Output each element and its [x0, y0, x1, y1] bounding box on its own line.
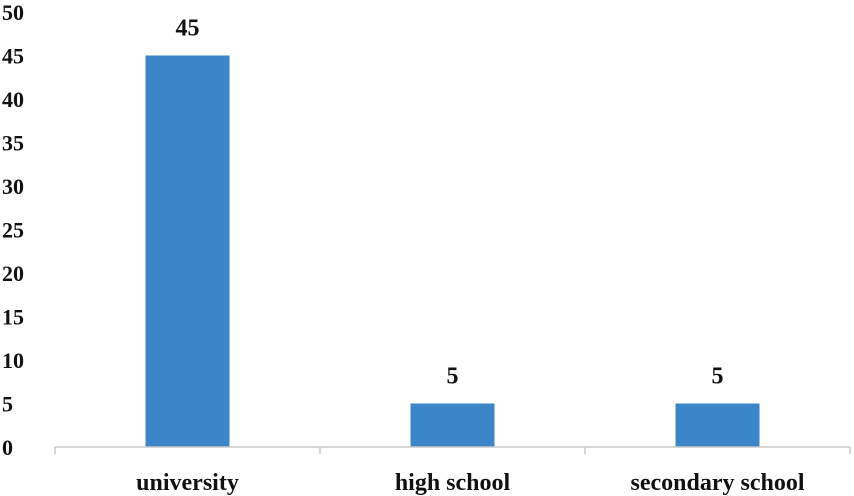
- category-labels: university high school secondary school: [136, 470, 805, 496]
- category-label: secondary school: [631, 470, 805, 496]
- bar-secondary-school: [675, 403, 760, 447]
- y-tick-label: 35: [2, 131, 24, 156]
- y-tick-label: 30: [2, 174, 24, 199]
- bar-university: [145, 55, 230, 447]
- y-tick-label: 15: [2, 305, 24, 330]
- data-labels: 45 5 5: [176, 16, 724, 390]
- y-tick-label: 40: [2, 87, 24, 112]
- y-tick-label: 5: [2, 392, 13, 417]
- y-tick-label: 25: [2, 218, 24, 243]
- y-tick-label: 50: [2, 0, 24, 25]
- data-label: 5: [712, 364, 724, 390]
- category-label: university: [136, 470, 239, 496]
- y-tick-label: 10: [2, 348, 24, 373]
- x-axis-ticks: [54, 447, 851, 454]
- y-axis-ticks: 0 5 10 15 20 25 30 35 40 45 50: [2, 0, 24, 460]
- data-label: 5: [447, 364, 459, 390]
- bar-high-school: [410, 403, 495, 447]
- y-tick-label: 45: [2, 44, 24, 69]
- y-tick-label: 20: [2, 261, 24, 286]
- data-label: 45: [176, 16, 200, 42]
- category-label: high school: [395, 470, 511, 496]
- y-tick-label: 0: [2, 435, 13, 460]
- bars: [145, 55, 760, 447]
